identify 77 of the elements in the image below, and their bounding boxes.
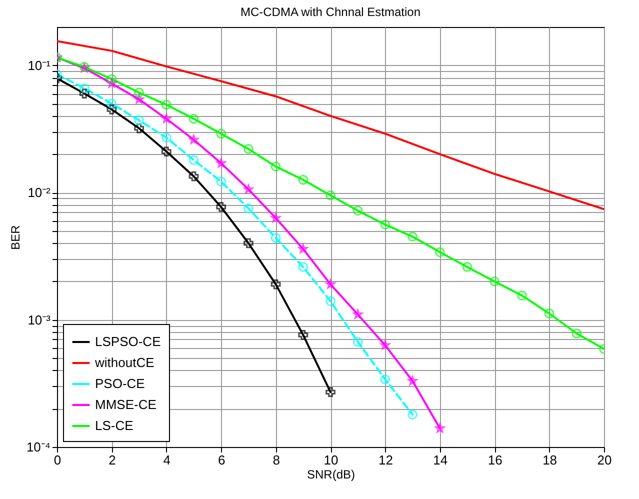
point <box>353 310 363 319</box>
point <box>408 410 418 420</box>
point <box>216 128 226 139</box>
point <box>106 104 117 114</box>
point <box>188 155 199 165</box>
point <box>216 202 226 212</box>
y-tick-label: 10⁻² <box>28 185 52 200</box>
point <box>79 88 90 98</box>
legend-label: MMSE-CE <box>95 397 157 412</box>
point <box>408 376 418 386</box>
point <box>134 115 144 126</box>
point <box>216 176 226 186</box>
x-tick-label: 18 <box>542 452 558 468</box>
chart-title: MC-CDMA with Chnnal Estmation <box>240 5 421 19</box>
point <box>544 308 554 318</box>
y-tick-label: 10⁻³ <box>28 312 52 328</box>
point <box>161 100 172 110</box>
point <box>161 146 172 156</box>
point <box>517 290 527 300</box>
y-tick-label: 10⁻¹ <box>28 58 52 73</box>
point <box>188 171 199 182</box>
point <box>326 387 336 398</box>
x-tick-label: 8 <box>272 452 280 468</box>
y-axis-title: BER <box>8 224 22 250</box>
point <box>298 244 308 254</box>
point <box>106 98 117 109</box>
point <box>162 114 172 123</box>
point <box>380 340 390 350</box>
point <box>380 374 390 384</box>
point <box>380 220 390 230</box>
point <box>106 78 116 88</box>
legend-label: LSPSO-CE <box>95 334 162 349</box>
point <box>326 190 336 200</box>
point <box>161 132 172 143</box>
point <box>298 330 308 340</box>
point <box>434 247 445 258</box>
point <box>326 296 336 306</box>
point <box>462 262 472 272</box>
y-tick-label: 10⁻⁴ <box>26 440 50 454</box>
point <box>490 276 500 286</box>
point <box>79 83 90 94</box>
point <box>244 144 254 154</box>
point <box>326 279 336 288</box>
point <box>188 114 199 124</box>
x-tick-label: 2 <box>108 452 116 468</box>
point <box>270 162 281 172</box>
point <box>244 184 254 194</box>
x-tick-label: 20 <box>597 452 612 468</box>
point <box>244 238 254 248</box>
point <box>271 213 281 222</box>
x-tick-label: 10 <box>324 452 338 468</box>
point <box>298 174 308 185</box>
point <box>352 336 363 347</box>
x-tick-label: 14 <box>433 452 448 468</box>
x-tick-label: 4 <box>163 452 171 468</box>
point <box>270 279 281 290</box>
legend-label: withoutCE <box>94 355 155 370</box>
point <box>408 232 418 242</box>
point <box>134 94 144 104</box>
point <box>106 74 117 84</box>
x-tick-label: 0 <box>54 452 62 468</box>
point <box>134 88 144 98</box>
x-tick-label: 16 <box>488 452 502 468</box>
legend-label: PSO-CE <box>95 376 146 391</box>
point <box>134 123 144 134</box>
point <box>572 328 582 338</box>
point <box>244 204 254 214</box>
point <box>435 423 445 433</box>
x-tick-label: 12 <box>378 452 393 468</box>
point <box>216 158 226 168</box>
x-tick-label: 6 <box>218 452 226 468</box>
point <box>270 232 281 243</box>
legend-label: LS-CE <box>95 418 134 433</box>
point <box>298 262 308 272</box>
x-axis-title: SNR(dB) <box>306 468 356 482</box>
point <box>352 206 363 216</box>
line-series <box>57 40 604 210</box>
